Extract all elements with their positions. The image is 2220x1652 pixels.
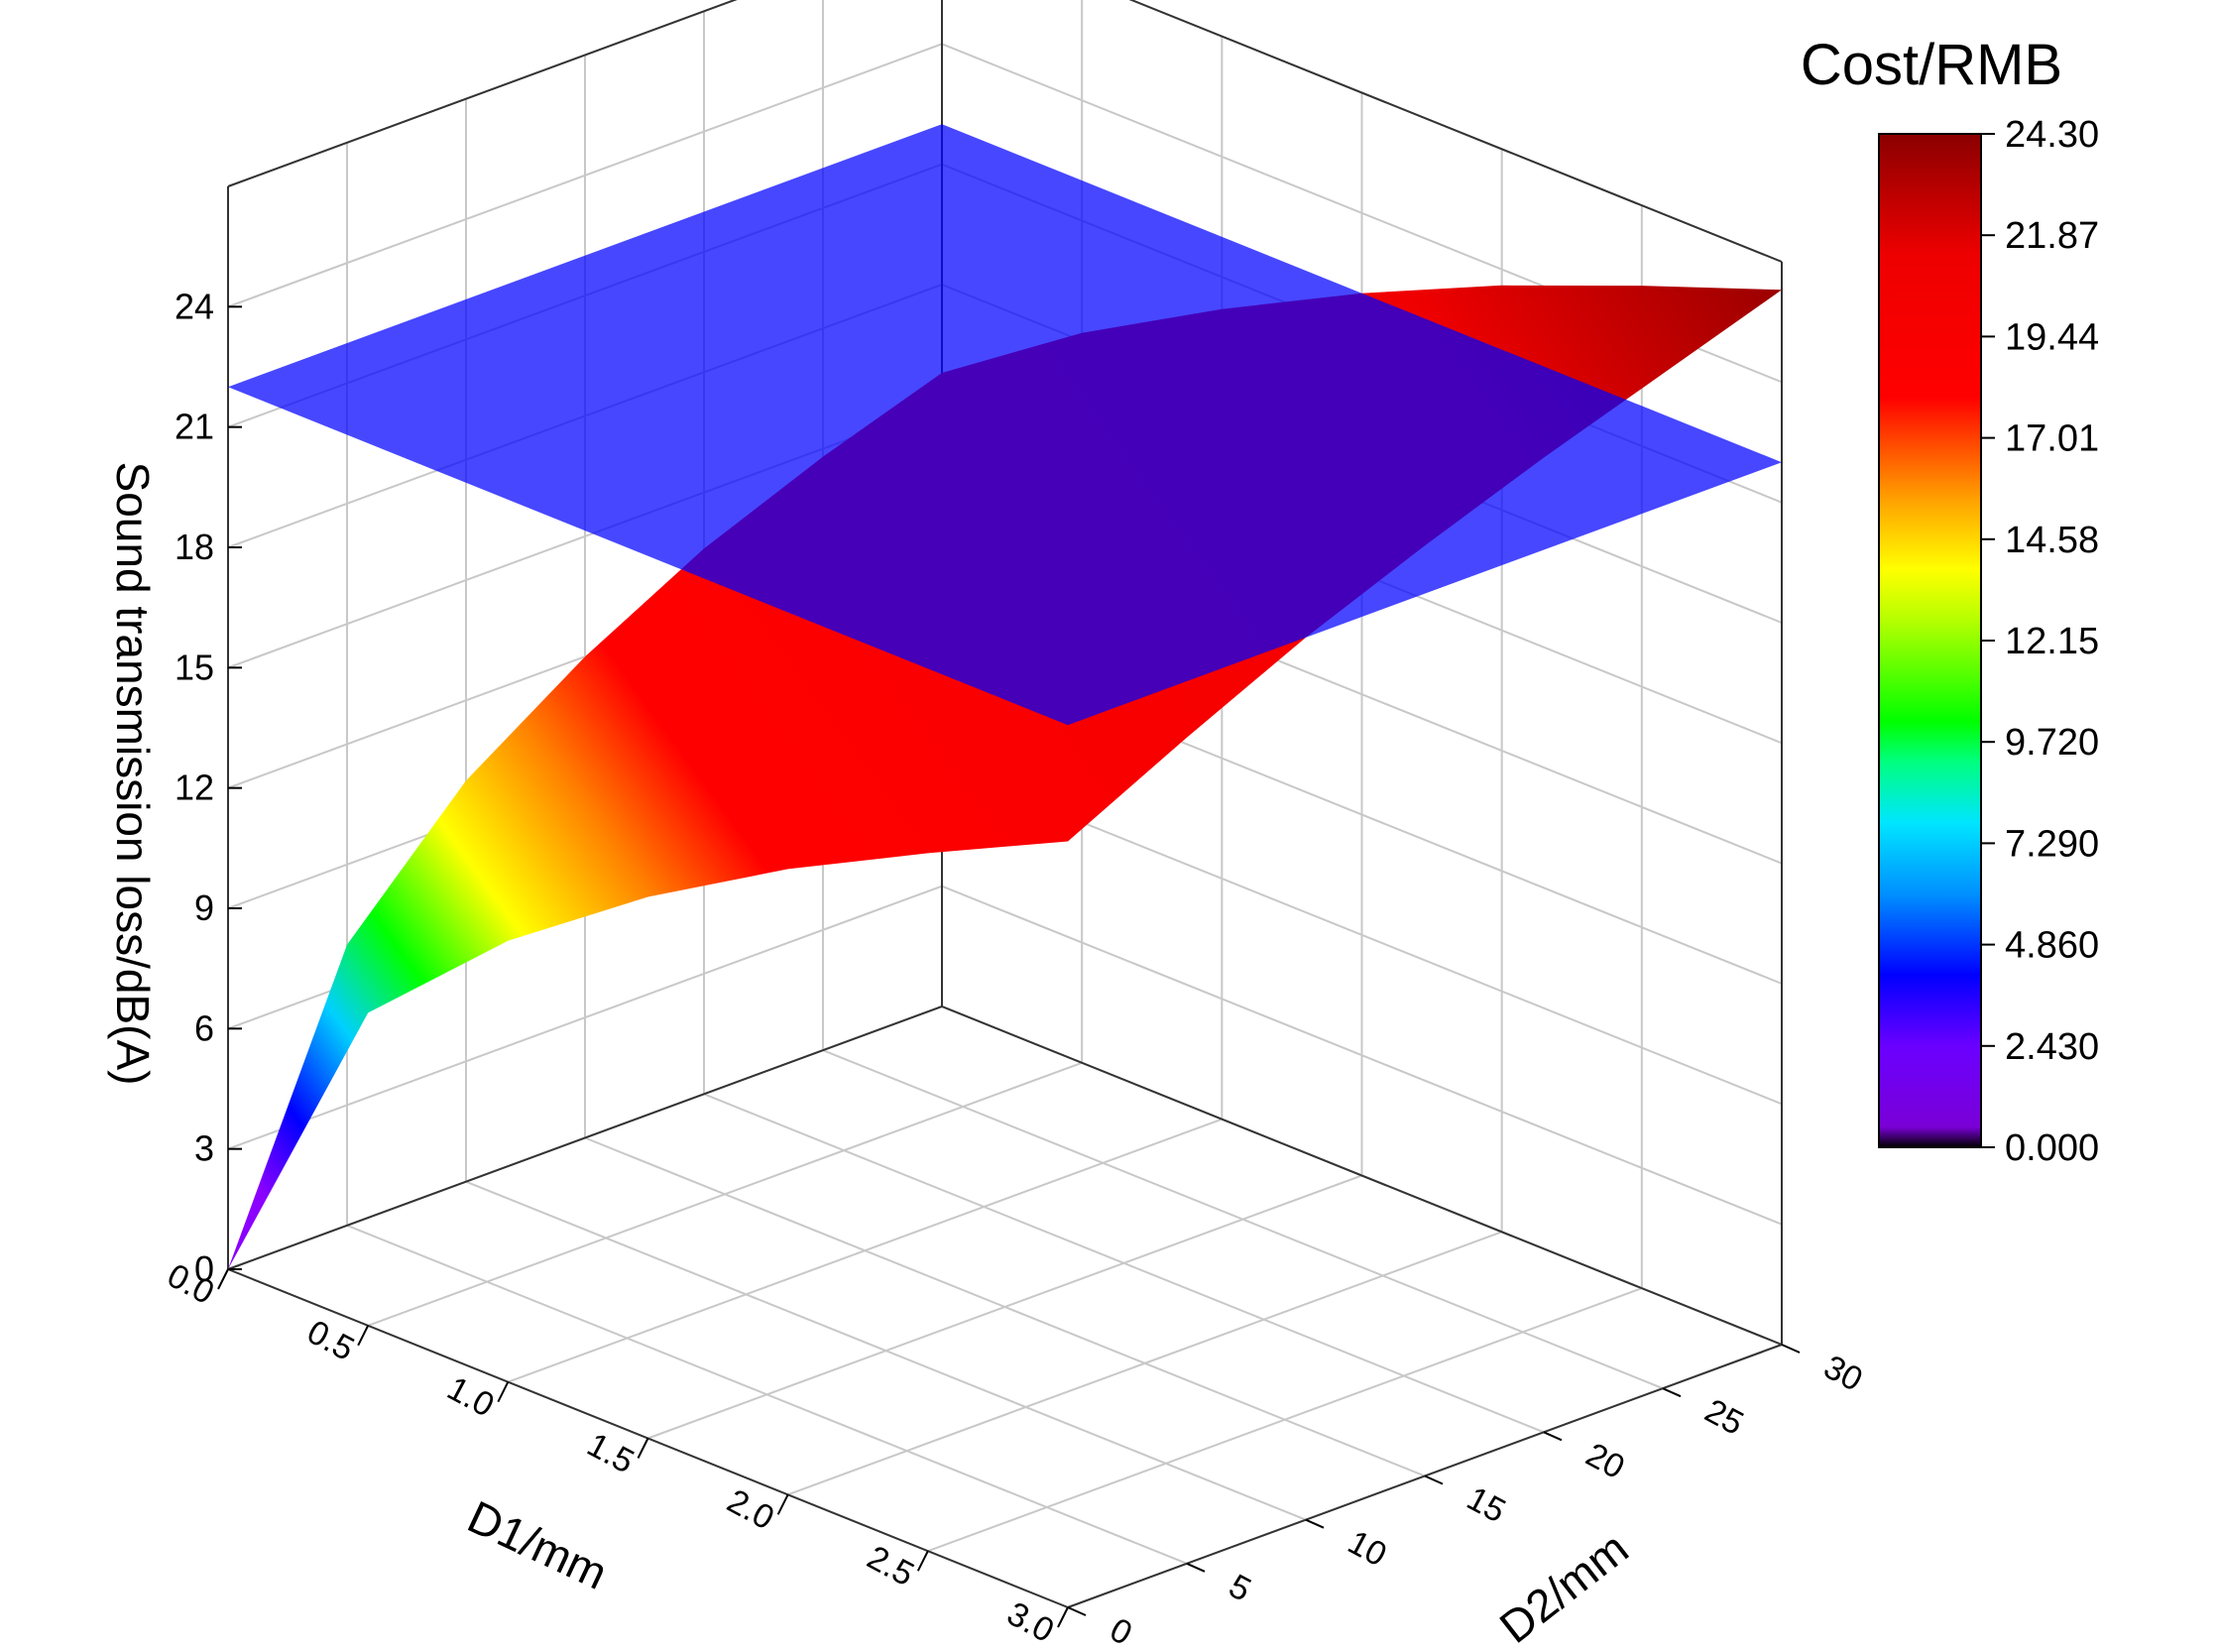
colorbar-tick-label: 14.58 (2005, 520, 2099, 561)
axis-frame-edge (227, 0, 738, 187)
y-tick-mark (1067, 1606, 1087, 1616)
z-axis-title: Sound transmission loss/dB(A) (107, 462, 159, 1086)
floor-gridline (703, 1093, 1545, 1434)
x-tick-mark (357, 1325, 370, 1347)
z-tick-label: 3 (194, 1128, 214, 1169)
y-tick-mark (1781, 1344, 1801, 1354)
x-tick-label: 2.5 (861, 1538, 920, 1593)
colorbar: 0.000 2.430 4.860 7.290 9.720 12.15 14.58 17.01… (1801, 33, 2099, 1169)
z-tick-label: 12 (175, 767, 214, 808)
z-tick-label: 21 (175, 407, 214, 447)
x-tick-label: 0.5 (301, 1313, 361, 1368)
colorbar-tick-label: 7.290 (2005, 823, 2099, 865)
x-tick-label: 1.0 (441, 1369, 501, 1425)
colorbar-tick-label: 21.87 (2005, 215, 2099, 257)
floor-gridline (346, 1224, 1188, 1565)
x-tick-mark (217, 1268, 229, 1290)
y-tick-mark (1424, 1475, 1444, 1485)
z-tick-label: 24 (175, 286, 214, 326)
x-tick-mark (1057, 1606, 1069, 1628)
axis-frame-edge (1128, 0, 1783, 263)
z-tick-label: 9 (194, 887, 214, 928)
x-tick-label: 3.0 (1001, 1594, 1061, 1647)
y-tick-label: 30 (1817, 1349, 1868, 1399)
floor-gridline (465, 1180, 1307, 1521)
y-tick-label: 5 (1223, 1567, 1257, 1608)
y-tick-mark (1305, 1518, 1325, 1529)
axis-frame-edge (227, 1005, 943, 1270)
floor-gridline (822, 1049, 1664, 1390)
y-tick-label: 0 (1104, 1611, 1138, 1647)
x-tick-mark (497, 1381, 510, 1403)
y-tick-label: 15 (1461, 1479, 1511, 1530)
y-axis-title: D2/mm (1490, 1522, 1638, 1647)
colorbar-title: Cost/RMB (1801, 33, 2062, 97)
back-wall-gridline (227, 43, 943, 308)
colorbar-tick-label: 9.720 (2005, 722, 2099, 764)
y-tick-mark (1186, 1562, 1206, 1573)
y-tick-mark (1543, 1431, 1563, 1442)
x-tick-label: 1.5 (581, 1426, 641, 1481)
colorbar-tick-label: 12.15 (2005, 621, 2099, 662)
z-tick-label: 0 (194, 1248, 214, 1289)
x-axis-title: D1/mm (460, 1490, 615, 1599)
x-tick-mark (637, 1438, 649, 1459)
colorbar-tick-label: 2.430 (2005, 1026, 2099, 1068)
colorbar-tick-label: 17.01 (2005, 418, 2099, 460)
y-tick-label: 10 (1342, 1523, 1392, 1574)
z-tick-label: 15 (175, 647, 214, 687)
z-tick-label: 6 (194, 1007, 214, 1048)
side-wall-gridline (941, 885, 1783, 1226)
z-tick-label: 18 (175, 527, 214, 567)
colorbar-tick-label: 0.000 (2005, 1127, 2099, 1169)
x-tick-mark (776, 1493, 789, 1515)
reference-plane (228, 124, 1782, 726)
y-tick-mark (1662, 1387, 1682, 1398)
back-wall-gridline (227, 885, 943, 1150)
colorbar-tick-label: 24.30 (2005, 114, 2099, 156)
floor-gridline (584, 1136, 1426, 1477)
x-tick-mark (916, 1550, 929, 1572)
axis-frame-edge (941, 1005, 1783, 1346)
colorbar-tick-label: 4.860 (2005, 925, 2099, 967)
surface-layer (228, 124, 1782, 1269)
y-tick-label: 25 (1698, 1392, 1749, 1443)
y-tick-label: 20 (1579, 1436, 1630, 1486)
colorbar-tick-label: 19.44 (2005, 316, 2099, 358)
x-tick-label: 2.0 (721, 1482, 780, 1538)
colorbar-gradient (1878, 133, 1982, 1148)
